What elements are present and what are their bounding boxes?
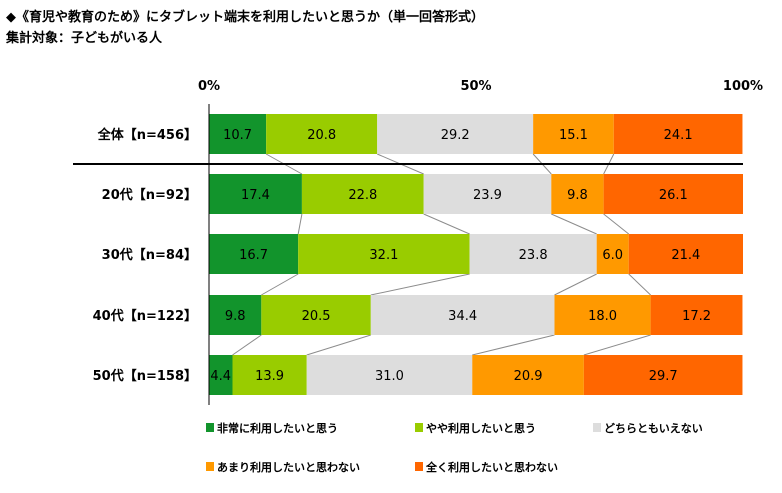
category-label: 30代【n=84】 [102, 247, 197, 263]
category-label: 20代【n=92】 [102, 187, 197, 203]
data-label: 31.0 [375, 369, 404, 384]
data-label: 16.7 [239, 248, 268, 263]
data-label: 20.9 [514, 369, 543, 384]
legend-swatch [206, 462, 214, 471]
bar-segment [306, 355, 473, 395]
bar-segment [613, 114, 743, 154]
data-label: 10.7 [223, 128, 252, 143]
bar-segment [370, 295, 555, 335]
data-label: 4.4 [210, 369, 231, 384]
data-label: 17.4 [241, 188, 270, 203]
category-label: 40代【n=122】 [93, 308, 197, 324]
bar-segment [301, 174, 424, 214]
legend-label: やや利用したいと思う [426, 421, 536, 435]
data-label: 23.9 [473, 188, 502, 203]
connector-line [423, 213, 470, 235]
data-label: 9.8 [567, 188, 588, 203]
data-label: 22.8 [348, 188, 377, 203]
data-label: 34.4 [448, 309, 477, 324]
x-tick-label: 0% [198, 79, 220, 94]
legend-label: あまり利用したいと思わない [217, 460, 360, 474]
bar-segment [209, 174, 302, 214]
connector-line [554, 273, 597, 296]
bar-segment [209, 355, 233, 395]
legend-label: 全く利用したいと思わない [425, 460, 558, 474]
connector-line [551, 213, 597, 235]
connector-line [261, 273, 299, 296]
connector-line [628, 273, 651, 296]
legend-label: どちらともいえない [604, 422, 703, 435]
data-label: 26.1 [659, 188, 688, 203]
bar-segment [533, 114, 614, 154]
connector-line [472, 334, 555, 356]
bar-segment [377, 114, 534, 154]
data-label: 20.5 [302, 309, 331, 324]
legend-swatch [593, 423, 601, 432]
data-label: 9.8 [225, 309, 246, 324]
chart-title: ◆《育児や教育のため》にタブレット端末を利用したいと思うか（単一回答形式） [6, 10, 484, 25]
category-label: 全体【n=456】 [97, 127, 197, 143]
data-label: 13.9 [255, 369, 284, 384]
bar-segment [423, 174, 552, 214]
connector-line [370, 273, 470, 296]
data-label: 24.1 [664, 128, 693, 143]
legend-label: 非常に利用したいと思う [217, 421, 338, 435]
bar-segment [628, 234, 743, 274]
data-label: 23.8 [519, 248, 548, 263]
bar-segment [551, 174, 604, 214]
bar-segment [209, 234, 299, 274]
legend-swatch [415, 423, 423, 432]
data-label: 20.8 [307, 128, 336, 143]
bar-segment [472, 355, 584, 395]
connector-line [232, 334, 262, 356]
bar-segment [596, 234, 629, 274]
bar-segment [554, 295, 651, 335]
data-label: 29.7 [649, 369, 678, 384]
data-label: 17.2 [682, 309, 711, 324]
bar-segment [266, 114, 378, 154]
x-tick-label: 50% [460, 79, 491, 94]
connector-line [603, 213, 630, 235]
data-label: 21.4 [671, 248, 700, 263]
bar-segment [650, 295, 743, 335]
chart-subtitle: 集計対象：子どもがいる人 [6, 31, 163, 46]
connector-line [297, 213, 303, 235]
data-label: 32.1 [369, 248, 398, 263]
bar-segment [298, 234, 470, 274]
bar-segment [209, 295, 262, 335]
data-label: 18.0 [588, 309, 617, 324]
legend-swatch [415, 462, 423, 471]
bar-segment [232, 355, 307, 395]
data-label: 29.2 [441, 128, 470, 143]
x-tick-label: 100% [723, 79, 763, 94]
bar-segment [603, 174, 743, 214]
bar-segment [209, 114, 267, 154]
data-label: 6.0 [602, 248, 623, 263]
bar-segment [469, 234, 597, 274]
connector-line [306, 334, 371, 356]
bar-segment [261, 295, 371, 335]
bar-segment [583, 355, 743, 395]
legend-swatch [206, 423, 214, 432]
connector-line [583, 334, 651, 356]
category-label: 50代【n=158】 [93, 368, 197, 384]
data-label: 15.1 [559, 128, 588, 143]
